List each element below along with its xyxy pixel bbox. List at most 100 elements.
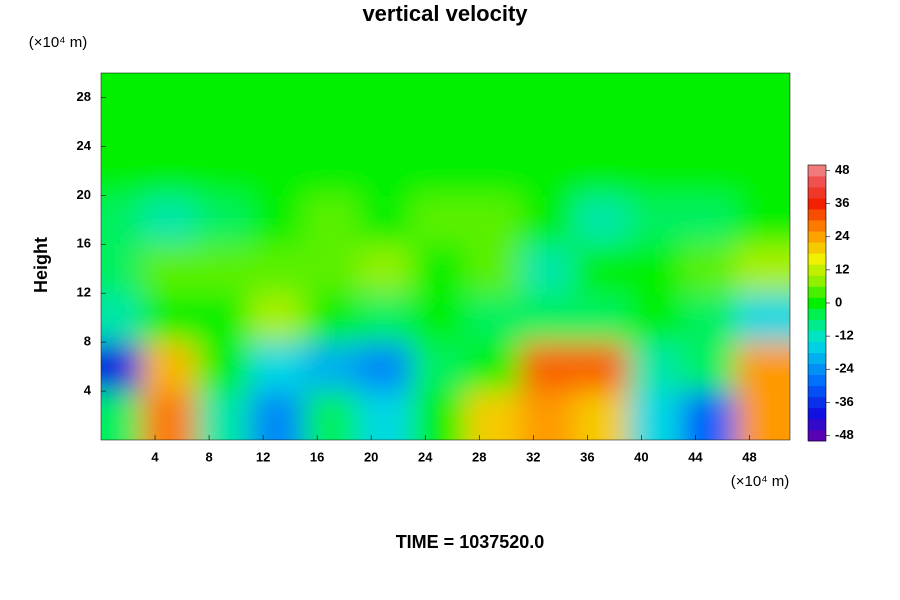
colorbar-band bbox=[808, 264, 826, 276]
contour-cell bbox=[357, 146, 413, 196]
footer-time: TIME = 1037520.0 bbox=[396, 532, 545, 552]
contour-cell bbox=[303, 244, 359, 294]
y-tick-label: 28 bbox=[77, 89, 91, 104]
contour-cell bbox=[141, 391, 197, 440]
colorbar-band bbox=[808, 374, 826, 387]
contour-cell bbox=[411, 195, 467, 245]
colorbar-band bbox=[808, 253, 826, 265]
x-tick-label: 16 bbox=[310, 449, 324, 464]
contour-cell bbox=[519, 293, 575, 343]
contour-cell bbox=[249, 146, 305, 196]
contour-cell bbox=[519, 244, 575, 294]
contour-cell bbox=[519, 342, 575, 392]
colorbar-band bbox=[808, 341, 826, 353]
contour-cell bbox=[411, 244, 467, 294]
contour-cell bbox=[465, 73, 521, 98]
contour-cell bbox=[735, 293, 790, 343]
contour-cell bbox=[195, 146, 251, 196]
contour-cell bbox=[735, 391, 790, 440]
colorbar-tick-label: 36 bbox=[835, 195, 849, 210]
colorbar-band bbox=[808, 396, 826, 409]
contour-cell bbox=[681, 244, 737, 294]
contour-cell bbox=[101, 391, 143, 440]
contour-cell bbox=[465, 146, 521, 196]
contour-cell bbox=[303, 342, 359, 392]
contour-cell bbox=[249, 293, 305, 343]
contour-cell bbox=[195, 293, 251, 343]
contour-cell bbox=[195, 97, 251, 147]
colorbar-tick-label: 0 bbox=[835, 294, 842, 309]
contour-cell bbox=[681, 342, 737, 392]
contour-cell bbox=[627, 391, 683, 440]
contour-cell bbox=[303, 391, 359, 440]
contour-cell bbox=[465, 391, 521, 440]
contour-cell bbox=[195, 195, 251, 245]
contour-cell bbox=[357, 195, 413, 245]
colorbar-band bbox=[808, 330, 826, 342]
y-tick-label: 24 bbox=[77, 138, 92, 153]
colorbar-band bbox=[808, 319, 826, 331]
contour-cell bbox=[573, 195, 629, 245]
contour-cell bbox=[681, 146, 737, 196]
contour-cell bbox=[681, 391, 737, 440]
contour-cell bbox=[735, 342, 790, 392]
colorbar-band bbox=[808, 242, 826, 254]
colorbar-band bbox=[808, 275, 826, 287]
contour-cell bbox=[249, 97, 305, 147]
y-tick-label: 12 bbox=[77, 285, 91, 300]
contour-cell bbox=[465, 195, 521, 245]
colorbar-tick-label: -48 bbox=[835, 427, 854, 442]
contour-cell bbox=[627, 195, 683, 245]
y-tick-label: 4 bbox=[84, 383, 92, 398]
contour-cell bbox=[681, 97, 737, 147]
contour-cell bbox=[681, 293, 737, 343]
contour-cell bbox=[735, 244, 790, 294]
contour-cell bbox=[249, 342, 305, 392]
contour-cell bbox=[573, 391, 629, 440]
contour-cell bbox=[101, 73, 143, 98]
y-axis-label: Height bbox=[31, 237, 51, 293]
plot-area bbox=[101, 73, 790, 440]
contour-cell bbox=[411, 146, 467, 196]
contour-cell bbox=[519, 97, 575, 147]
contour-cell bbox=[411, 342, 467, 392]
colorbar-band bbox=[808, 363, 826, 376]
contour-cell bbox=[357, 293, 413, 343]
colorbar-band bbox=[808, 297, 826, 309]
x-tick-label: 4 bbox=[151, 449, 159, 464]
contour-cell bbox=[101, 342, 143, 392]
contour-cell bbox=[141, 97, 197, 147]
contour-cell bbox=[411, 293, 467, 343]
colorbar-band bbox=[808, 385, 826, 398]
contour-cell bbox=[141, 293, 197, 343]
contour-cell bbox=[249, 73, 305, 98]
contour-cell bbox=[303, 73, 359, 98]
contour-cell bbox=[573, 244, 629, 294]
x-tick-label: 20 bbox=[364, 449, 378, 464]
contour-cell bbox=[303, 293, 359, 343]
contour-cell bbox=[101, 293, 143, 343]
contour-cell bbox=[573, 293, 629, 343]
contour-cell bbox=[627, 146, 683, 196]
colorbar-band bbox=[808, 165, 826, 177]
contour-cell bbox=[101, 146, 143, 196]
colorbar-band bbox=[808, 198, 826, 210]
contour-cell bbox=[141, 342, 197, 392]
colorbar-band bbox=[808, 176, 826, 188]
colorbar: -48 -36 -24 -12 0 12 24 36 48 bbox=[807, 162, 855, 442]
contour-cell bbox=[735, 146, 790, 196]
contour-cell bbox=[465, 97, 521, 147]
colorbar-band bbox=[808, 352, 826, 365]
x-tick-label: 36 bbox=[580, 449, 594, 464]
contour-cell bbox=[573, 97, 629, 147]
x-unit: (×10⁴ m) bbox=[731, 473, 790, 490]
x-tick-label: 44 bbox=[688, 449, 703, 464]
colorbar-tick-label: -24 bbox=[835, 361, 855, 376]
contour-cell bbox=[303, 195, 359, 245]
contour-cell bbox=[411, 97, 467, 147]
contour-cell bbox=[249, 195, 305, 245]
colorbar-band bbox=[808, 209, 826, 221]
contour-cell bbox=[411, 391, 467, 440]
contour-cell bbox=[101, 195, 143, 245]
